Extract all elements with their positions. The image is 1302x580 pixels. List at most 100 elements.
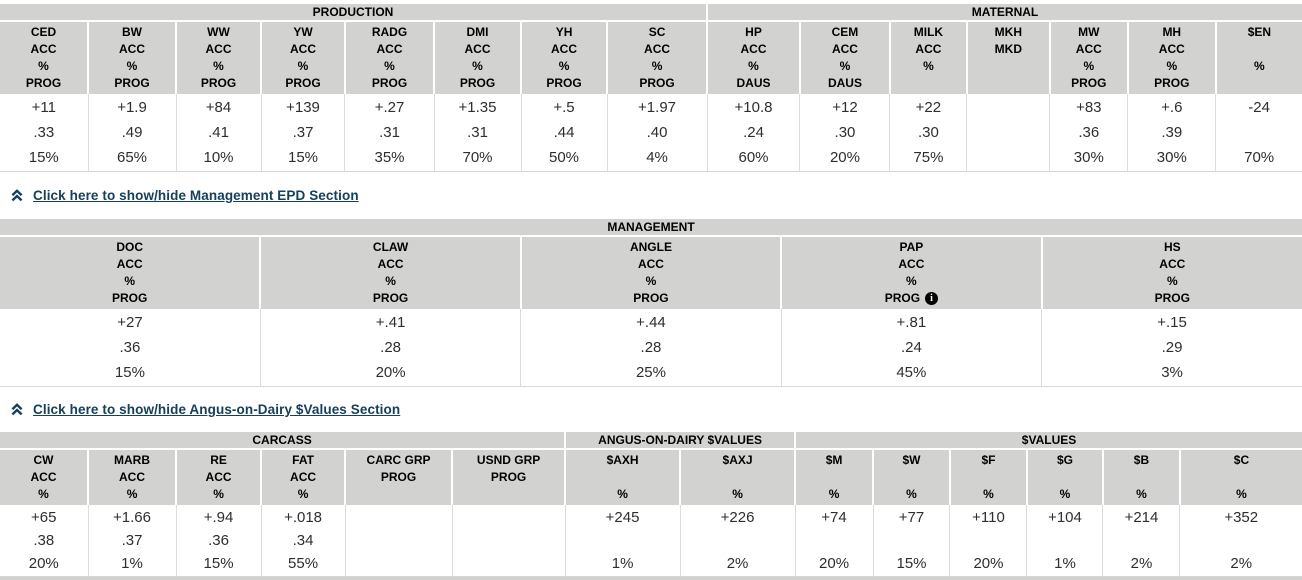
- header-line: [874, 469, 949, 486]
- header-line: %: [1059, 487, 1071, 501]
- percentile-value: 20%: [375, 364, 406, 381]
- percentile-value: 30%: [1073, 149, 1104, 166]
- header-line: $EN: [1247, 25, 1272, 39]
- dollar-values-section-toggle: Click here to show/hide Angus-on-Dairy $…: [10, 400, 1302, 419]
- header-line: %: [1236, 487, 1247, 501]
- acc-value: [874, 529, 950, 552]
- data-cell-yw: +139 .37 15%: [260, 94, 345, 172]
- header-line: %: [828, 487, 840, 501]
- header-line: PROG: [371, 76, 408, 90]
- data-cell-axh: +245 1%: [564, 505, 681, 577]
- header-line: %: [126, 59, 138, 73]
- header-line: %: [923, 59, 934, 73]
- header-line: [681, 469, 794, 486]
- header-line: RADG: [371, 25, 408, 39]
- epd-value: +11: [31, 99, 56, 116]
- header-line: PAP: [899, 240, 924, 254]
- header-line: %: [1166, 59, 1178, 73]
- header-line: CEM: [831, 25, 859, 39]
- header-line: ACC: [119, 42, 145, 56]
- header-line: ACC: [290, 42, 316, 56]
- header-line: [1217, 41, 1302, 58]
- header-line: %: [472, 59, 483, 73]
- header-line: PROG: [25, 76, 62, 90]
- epd-value: +12: [832, 99, 858, 116]
- column-header-w: $W %: [872, 449, 950, 505]
- epd-value: [967, 95, 1049, 120]
- acc-value: .33: [33, 124, 55, 141]
- chevron-double-up-icon[interactable]: [10, 402, 24, 417]
- header-line: %: [297, 59, 309, 73]
- header-line: PROG: [633, 291, 669, 305]
- percentile-value: 2%: [726, 555, 749, 572]
- header-line: DOC: [116, 240, 144, 254]
- header-line: ACC: [1158, 42, 1185, 56]
- epd-value: +.41: [375, 314, 406, 331]
- group-header-production: PRODUCTION: [0, 4, 708, 22]
- column-header-claw: CLAW ACC% PROG: [259, 236, 521, 309]
- data-cell-hs: +.15 .29 3%: [1041, 309, 1302, 387]
- data-cell-sc: +1.97 .40 4%: [606, 94, 708, 172]
- percentile-value: [453, 552, 565, 575]
- data-cell-yh: +.5 .44 50%: [520, 94, 608, 172]
- header-line: CW: [33, 453, 54, 467]
- chevron-double-up-icon[interactable]: [10, 188, 24, 203]
- data-cell-mh: +.6 .39 30%: [1127, 94, 1216, 172]
- header-line: ACC: [1159, 257, 1186, 271]
- group-header-values: $VALUES: [794, 432, 1302, 450]
- epd-tables-page: PRODUCTION MATERNAL CED ACC% PROG BW ACC% PROG W…: [0, 4, 1302, 580]
- header-line: [1104, 469, 1179, 486]
- percentile-value: 55%: [288, 555, 319, 572]
- header-line: PROG: [114, 76, 150, 90]
- column-header-axj: $AXJ %: [679, 449, 796, 505]
- column-header-yh: YH ACC% PROG: [519, 21, 608, 94]
- data-cell-milk: +22 .30 75%: [889, 94, 967, 172]
- percentile-value: 50%: [549, 149, 580, 166]
- carcass-values-table: CARCASS ANGUS-ON-DAIRY $VALUES $VALUES CW AC…: [0, 432, 1302, 577]
- header-line: [1181, 469, 1302, 486]
- header-line: ACC: [898, 257, 925, 271]
- acc-value: [1216, 120, 1302, 145]
- column-header-m: $M %: [794, 449, 874, 505]
- header-line: PROG: [112, 291, 148, 305]
- header-line: PROG i: [782, 290, 1040, 307]
- column-header-cem: CEM ACC% DAUS: [798, 21, 890, 94]
- acc-value: [346, 529, 452, 552]
- column-header-bw: BW ACC% PROG: [87, 21, 176, 94]
- acc-value: .37: [121, 532, 143, 549]
- carcass-group-row: CARCASS ANGUS-ON-DAIRY $VALUES $VALUES: [0, 432, 1302, 450]
- info-icon[interactable]: i: [925, 292, 939, 305]
- header-line: %: [651, 59, 663, 73]
- data-cell-angle: +.44 .28 25%: [520, 309, 782, 387]
- header-line: DAUS: [827, 76, 862, 90]
- epd-value: +139: [286, 99, 320, 116]
- column-header-g: $G %: [1025, 449, 1103, 505]
- angus-on-dairy-toggle-link[interactable]: Click here to show/hide Angus-on-Dairy $…: [33, 402, 401, 417]
- percentile-value: 1%: [121, 555, 143, 572]
- header-line: %: [124, 274, 136, 288]
- acc-value: .24: [743, 124, 764, 141]
- management-table: MANAGEMENT DOC ACC% PROG CLAW ACC% PROG ANGLE AC…: [0, 219, 1302, 387]
- epd-value: +83: [1076, 99, 1102, 116]
- header-line: ACC: [205, 470, 232, 484]
- header-line: %: [297, 487, 309, 501]
- data-cell-hp: +10.8 .24 60%: [706, 94, 800, 172]
- management-toggle-link[interactable]: Click here to show/hide Management EPD S…: [33, 188, 359, 203]
- header-line: PROG: [639, 76, 675, 90]
- header-line: PROG: [200, 76, 237, 90]
- acc-value: [950, 529, 1026, 552]
- header-line: %: [38, 487, 49, 501]
- group-header-angus-on-dairy-values: ANGUS-ON-DAIRY $VALUES: [564, 432, 796, 450]
- header-line: MKH: [994, 25, 1022, 39]
- header-line: ACC: [205, 42, 232, 56]
- acc-value: [1027, 529, 1102, 552]
- header-line: ACC: [376, 42, 403, 56]
- acc-value: .34: [292, 532, 314, 549]
- header-line: PROG: [1154, 76, 1190, 90]
- header-line: PROG: [546, 76, 582, 90]
- acc-value: .29: [1161, 339, 1183, 356]
- header-line: ACC: [119, 470, 146, 484]
- percentile-value: 35%: [374, 149, 405, 166]
- percentile-value: 25%: [635, 364, 666, 381]
- header-line: ACC: [116, 257, 143, 271]
